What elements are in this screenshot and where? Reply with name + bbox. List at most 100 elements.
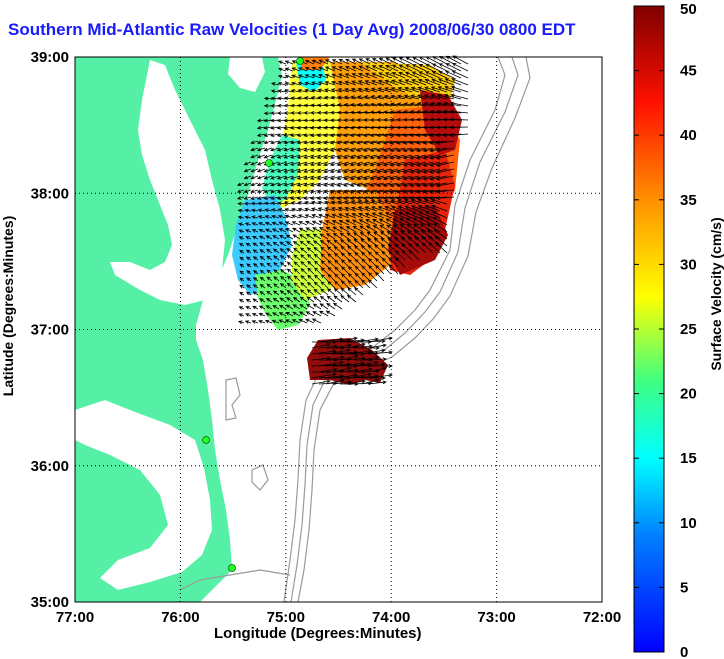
velocity-arrow (367, 279, 378, 289)
velocity-arrow (270, 175, 280, 180)
velocity-arrow (410, 198, 427, 205)
velocity-arrow (369, 110, 385, 115)
velocity-arrow (369, 196, 385, 201)
velocity-arrow (284, 74, 294, 79)
velocity-arrow (349, 168, 364, 174)
velocity-arrow (410, 94, 427, 100)
delaware-bay (228, 57, 265, 92)
velocity-arrow (363, 95, 378, 100)
velocity-arrow (311, 74, 322, 79)
velocity-arrow (422, 154, 441, 160)
velocity-arrow (346, 342, 366, 349)
velocity-arrow (362, 182, 378, 187)
velocity-arrow (286, 282, 294, 289)
station-marker (228, 564, 236, 572)
velocity-arrow (343, 182, 357, 187)
velocity-arrow (403, 102, 420, 107)
velocity-arrow (276, 154, 287, 159)
velocity-arrow (325, 59, 336, 65)
velocity-arrow (357, 206, 371, 212)
velocity-arrow (256, 182, 266, 187)
velocity-arrow (244, 201, 252, 206)
velocity-arrow (389, 189, 406, 194)
velocity-arrow (349, 125, 364, 130)
velocity-arrow (279, 282, 287, 289)
velocity-arrow (343, 200, 357, 205)
velocity-arrow (377, 79, 392, 86)
velocity-arrow (341, 273, 350, 282)
velocity-arrow (336, 161, 350, 167)
y-tick-label: 37:00 (31, 322, 69, 339)
velocity-arrow (258, 235, 266, 240)
velocity-arrow (250, 208, 259, 213)
velocity-arrow (360, 355, 380, 361)
velocity-arrow (324, 88, 336, 93)
velocity-arrow (349, 140, 364, 145)
velocity-arrow (389, 140, 406, 145)
velocity-arrow (291, 221, 301, 226)
velocity-arrow (331, 73, 343, 79)
velocity-arrow (266, 283, 273, 289)
velocity-arrow (449, 133, 469, 138)
velocity-arrow (243, 189, 252, 193)
velocity-arrow (265, 235, 273, 240)
velocity-arrow (353, 367, 373, 373)
velocity-arrow (252, 305, 259, 310)
velocity-arrow (429, 168, 448, 174)
velocity-arrow (299, 289, 308, 296)
velocity-arrow (276, 189, 287, 194)
velocity-arrow (307, 267, 315, 275)
velocity-arrow (289, 196, 301, 200)
velocity-arrow (278, 60, 287, 65)
velocity-arrow (356, 182, 371, 187)
velocity-arrow (318, 226, 329, 233)
velocity-arrow (299, 296, 308, 303)
velocity-arrow (336, 125, 350, 130)
velocity-arrow (250, 161, 259, 166)
velocity-arrow (292, 234, 301, 240)
velocity-arrow (284, 67, 294, 72)
velocity-arrow (396, 182, 413, 188)
velocity-arrow (422, 175, 441, 181)
velocity-arrow (353, 360, 379, 367)
velocity-arrow (392, 57, 406, 65)
velocity-arrow (411, 79, 427, 86)
velocity-arrow (349, 161, 364, 167)
velocity-arrow (369, 168, 385, 174)
velocity-arrow (357, 87, 371, 93)
velocity-arrow (394, 250, 406, 261)
velocity-arrow (305, 233, 315, 240)
velocity-arrow (256, 133, 266, 137)
velocity-arrow (336, 140, 350, 145)
velocity-arrow (296, 154, 308, 159)
velocity-arrow (296, 175, 308, 180)
y-tick-label: 38:00 (31, 185, 69, 202)
velocity-arrow (356, 168, 371, 174)
velocity-arrow (370, 95, 385, 100)
velocity-arrow (327, 253, 336, 261)
velocity-arrow (340, 239, 350, 247)
velocity-arrow (354, 279, 364, 289)
velocity-arrow (276, 175, 287, 180)
colorbar-tick-label: 45 (680, 63, 697, 80)
velocity-arrow (323, 200, 336, 205)
velocity-arrow (424, 86, 441, 93)
velocity-arrow (346, 294, 357, 303)
velocity-arrow (245, 236, 252, 240)
velocity-arrow (389, 182, 406, 188)
velocity-arrow (246, 277, 252, 282)
velocity-arrow (313, 267, 322, 275)
velocity-arrow (305, 227, 315, 233)
velocity-arrow (451, 78, 469, 86)
velocity-arrow (256, 147, 266, 152)
map-grid (75, 57, 602, 602)
velocity-arrow (358, 212, 371, 219)
velocity-arrow (334, 259, 343, 268)
velocity-arrow (345, 219, 357, 226)
velocity-arrow (349, 189, 364, 194)
velocity-arrow (384, 79, 399, 86)
velocity-arrow (276, 168, 287, 173)
velocity-arrow (371, 65, 385, 72)
velocity-arrow (259, 276, 266, 282)
velocity-arrow (383, 102, 399, 107)
